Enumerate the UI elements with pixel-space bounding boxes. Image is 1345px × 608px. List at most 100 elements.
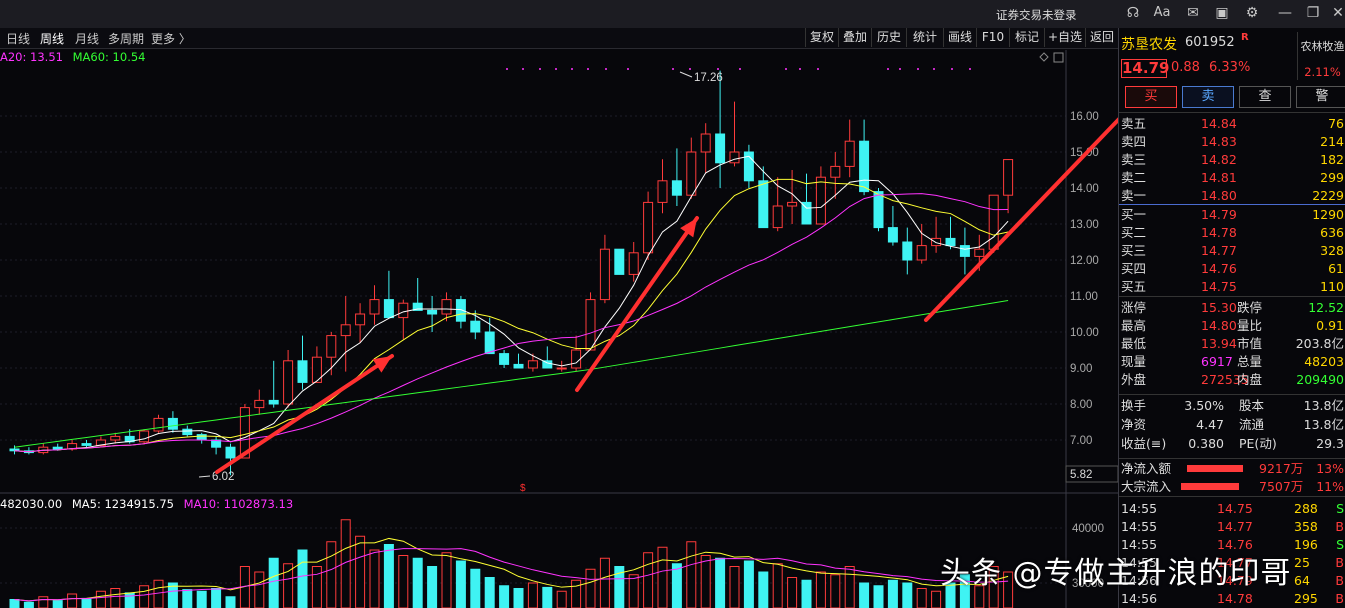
candle-body[interactable] xyxy=(988,194,999,250)
volume-bar[interactable] xyxy=(974,585,985,608)
chart-expand-icon[interactable] xyxy=(1053,52,1064,63)
candle-body[interactable] xyxy=(571,349,582,369)
ask-row[interactable]: 卖二 14.81 299 xyxy=(1119,169,1345,187)
tick-row[interactable]: 14:55 14.77 25 B xyxy=(1119,554,1345,572)
candle-body[interactable] xyxy=(657,180,668,203)
volume-bar[interactable] xyxy=(67,593,78,608)
volume-bar[interactable] xyxy=(398,555,409,608)
volume-bar[interactable] xyxy=(311,566,322,608)
volume-bar[interactable] xyxy=(167,582,178,608)
candle-body[interactable] xyxy=(499,353,510,365)
candle-body[interactable] xyxy=(283,360,294,405)
flow-row[interactable]: 大宗流入 7507万 11% xyxy=(1119,478,1345,496)
bid-row[interactable]: 买三 14.77 328 xyxy=(1119,242,1345,260)
candle-body[interactable] xyxy=(268,399,279,405)
toolbar-btn-draw[interactable]: 画线 xyxy=(943,28,976,47)
candle-body[interactable] xyxy=(787,201,798,207)
candle-body[interactable] xyxy=(628,252,639,275)
volume-bar[interactable] xyxy=(614,566,625,608)
tick-row[interactable]: 14:56 14.78 295 B xyxy=(1119,590,1345,608)
tick-row[interactable]: 14:55 14.76 196 S xyxy=(1119,536,1345,554)
font-size-icon[interactable]: Aa xyxy=(1153,5,1171,20)
candle-body[interactable] xyxy=(743,151,754,182)
candle-body[interactable] xyxy=(196,434,207,441)
candle-body[interactable] xyxy=(873,191,884,229)
volume-bar[interactable] xyxy=(801,579,812,608)
volume-bar[interactable] xyxy=(38,596,49,608)
volume-bar[interactable] xyxy=(23,601,34,608)
volume-bar[interactable] xyxy=(830,574,841,608)
bid-row[interactable]: 买四 14.76 61 xyxy=(1119,260,1345,278)
volume-bar[interactable] xyxy=(470,568,481,608)
candle-body[interactable] xyxy=(254,399,265,409)
candle-body[interactable] xyxy=(859,140,870,193)
volume-bar[interactable] xyxy=(499,585,510,608)
stat-row[interactable]: 现量 6917 总量 48203 xyxy=(1119,353,1345,371)
chart-diamond-icon[interactable] xyxy=(1039,52,1049,62)
volume-bar[interactable] xyxy=(700,555,711,608)
candle-body[interactable] xyxy=(412,302,423,311)
volume-bar[interactable] xyxy=(196,590,207,608)
candle-body[interactable] xyxy=(139,430,150,443)
candle-body[interactable] xyxy=(484,331,495,355)
sector-box[interactable]: 农林牧渔 2.11% xyxy=(1297,32,1345,80)
volume-bar[interactable] xyxy=(441,552,452,608)
candle-body[interactable] xyxy=(599,248,610,301)
tick-row[interactable]: 14:55 14.77 358 B xyxy=(1119,518,1345,536)
volume-bar[interactable] xyxy=(844,566,855,608)
volume-bar[interactable] xyxy=(455,560,466,608)
volume-bar[interactable] xyxy=(369,549,380,608)
toolbar-btn-history[interactable]: 历史 xyxy=(871,28,906,47)
volume-bar[interactable] xyxy=(657,546,668,608)
volume-bar[interactable] xyxy=(95,590,106,608)
gear-icon[interactable]: ⚙ xyxy=(1245,5,1259,21)
candle-body[interactable] xyxy=(527,360,538,369)
volume-bar[interactable] xyxy=(643,552,654,608)
candle-body[interactable] xyxy=(110,435,121,441)
ask-row[interactable]: 卖四 14.83 214 xyxy=(1119,133,1345,151)
candle-body[interactable] xyxy=(455,299,466,322)
volume-bar[interactable] xyxy=(873,585,884,608)
candle-body[interactable] xyxy=(470,320,481,333)
candle-body[interactable] xyxy=(830,165,841,178)
toolbar-btn-watchlist[interactable]: +自选 xyxy=(1044,28,1085,47)
volume-bar[interactable] xyxy=(81,597,92,608)
volume-bar[interactable] xyxy=(153,579,164,608)
volume-bar[interactable] xyxy=(671,563,682,608)
ask-row[interactable]: 卖一 14.80 2229 xyxy=(1119,187,1345,205)
period-multi[interactable]: 多周期 xyxy=(108,32,145,46)
close-icon[interactable]: ✕ xyxy=(1332,5,1344,21)
candle-body[interactable] xyxy=(715,133,726,164)
candle-body[interactable] xyxy=(902,241,913,261)
candle-body[interactable] xyxy=(758,180,769,229)
volume-bar[interactable] xyxy=(902,582,913,608)
candle-body[interactable] xyxy=(844,140,855,167)
fund-row[interactable]: 净资 4.47 流通 13.8亿 xyxy=(1119,416,1345,434)
candle-body[interactable] xyxy=(52,446,63,450)
candle-body[interactable] xyxy=(297,360,308,383)
candle-body[interactable] xyxy=(801,201,812,225)
period-monthly[interactable]: 月线 xyxy=(75,32,100,46)
candle-body[interactable] xyxy=(671,180,682,196)
volume-bar[interactable] xyxy=(542,586,553,608)
candle-body[interactable] xyxy=(542,360,553,369)
candle-body[interactable] xyxy=(916,245,927,261)
candle-body[interactable] xyxy=(383,299,394,319)
volume-bar[interactable] xyxy=(916,588,927,608)
volume-bar[interactable] xyxy=(988,566,999,608)
candle-body[interactable] xyxy=(225,446,236,459)
volume-bar[interactable] xyxy=(758,571,769,608)
volume-bar[interactable] xyxy=(326,541,337,608)
alert-button[interactable]: 警 xyxy=(1296,86,1345,108)
volume-bar[interactable] xyxy=(715,557,726,608)
headset-icon[interactable]: ☊ xyxy=(1126,5,1140,21)
candle-body[interactable] xyxy=(182,428,193,436)
stat-row[interactable]: 外盘 272535 内盘 209490 xyxy=(1119,371,1345,389)
volume-bar[interactable] xyxy=(484,577,495,608)
volume-bar[interactable] xyxy=(9,599,20,608)
volume-bar[interactable] xyxy=(686,541,697,608)
volume-bar[interactable] xyxy=(556,590,567,608)
volume-bar[interactable] xyxy=(412,557,423,608)
candle-body[interactable] xyxy=(1003,159,1014,196)
query-button[interactable]: 查 xyxy=(1239,86,1291,108)
